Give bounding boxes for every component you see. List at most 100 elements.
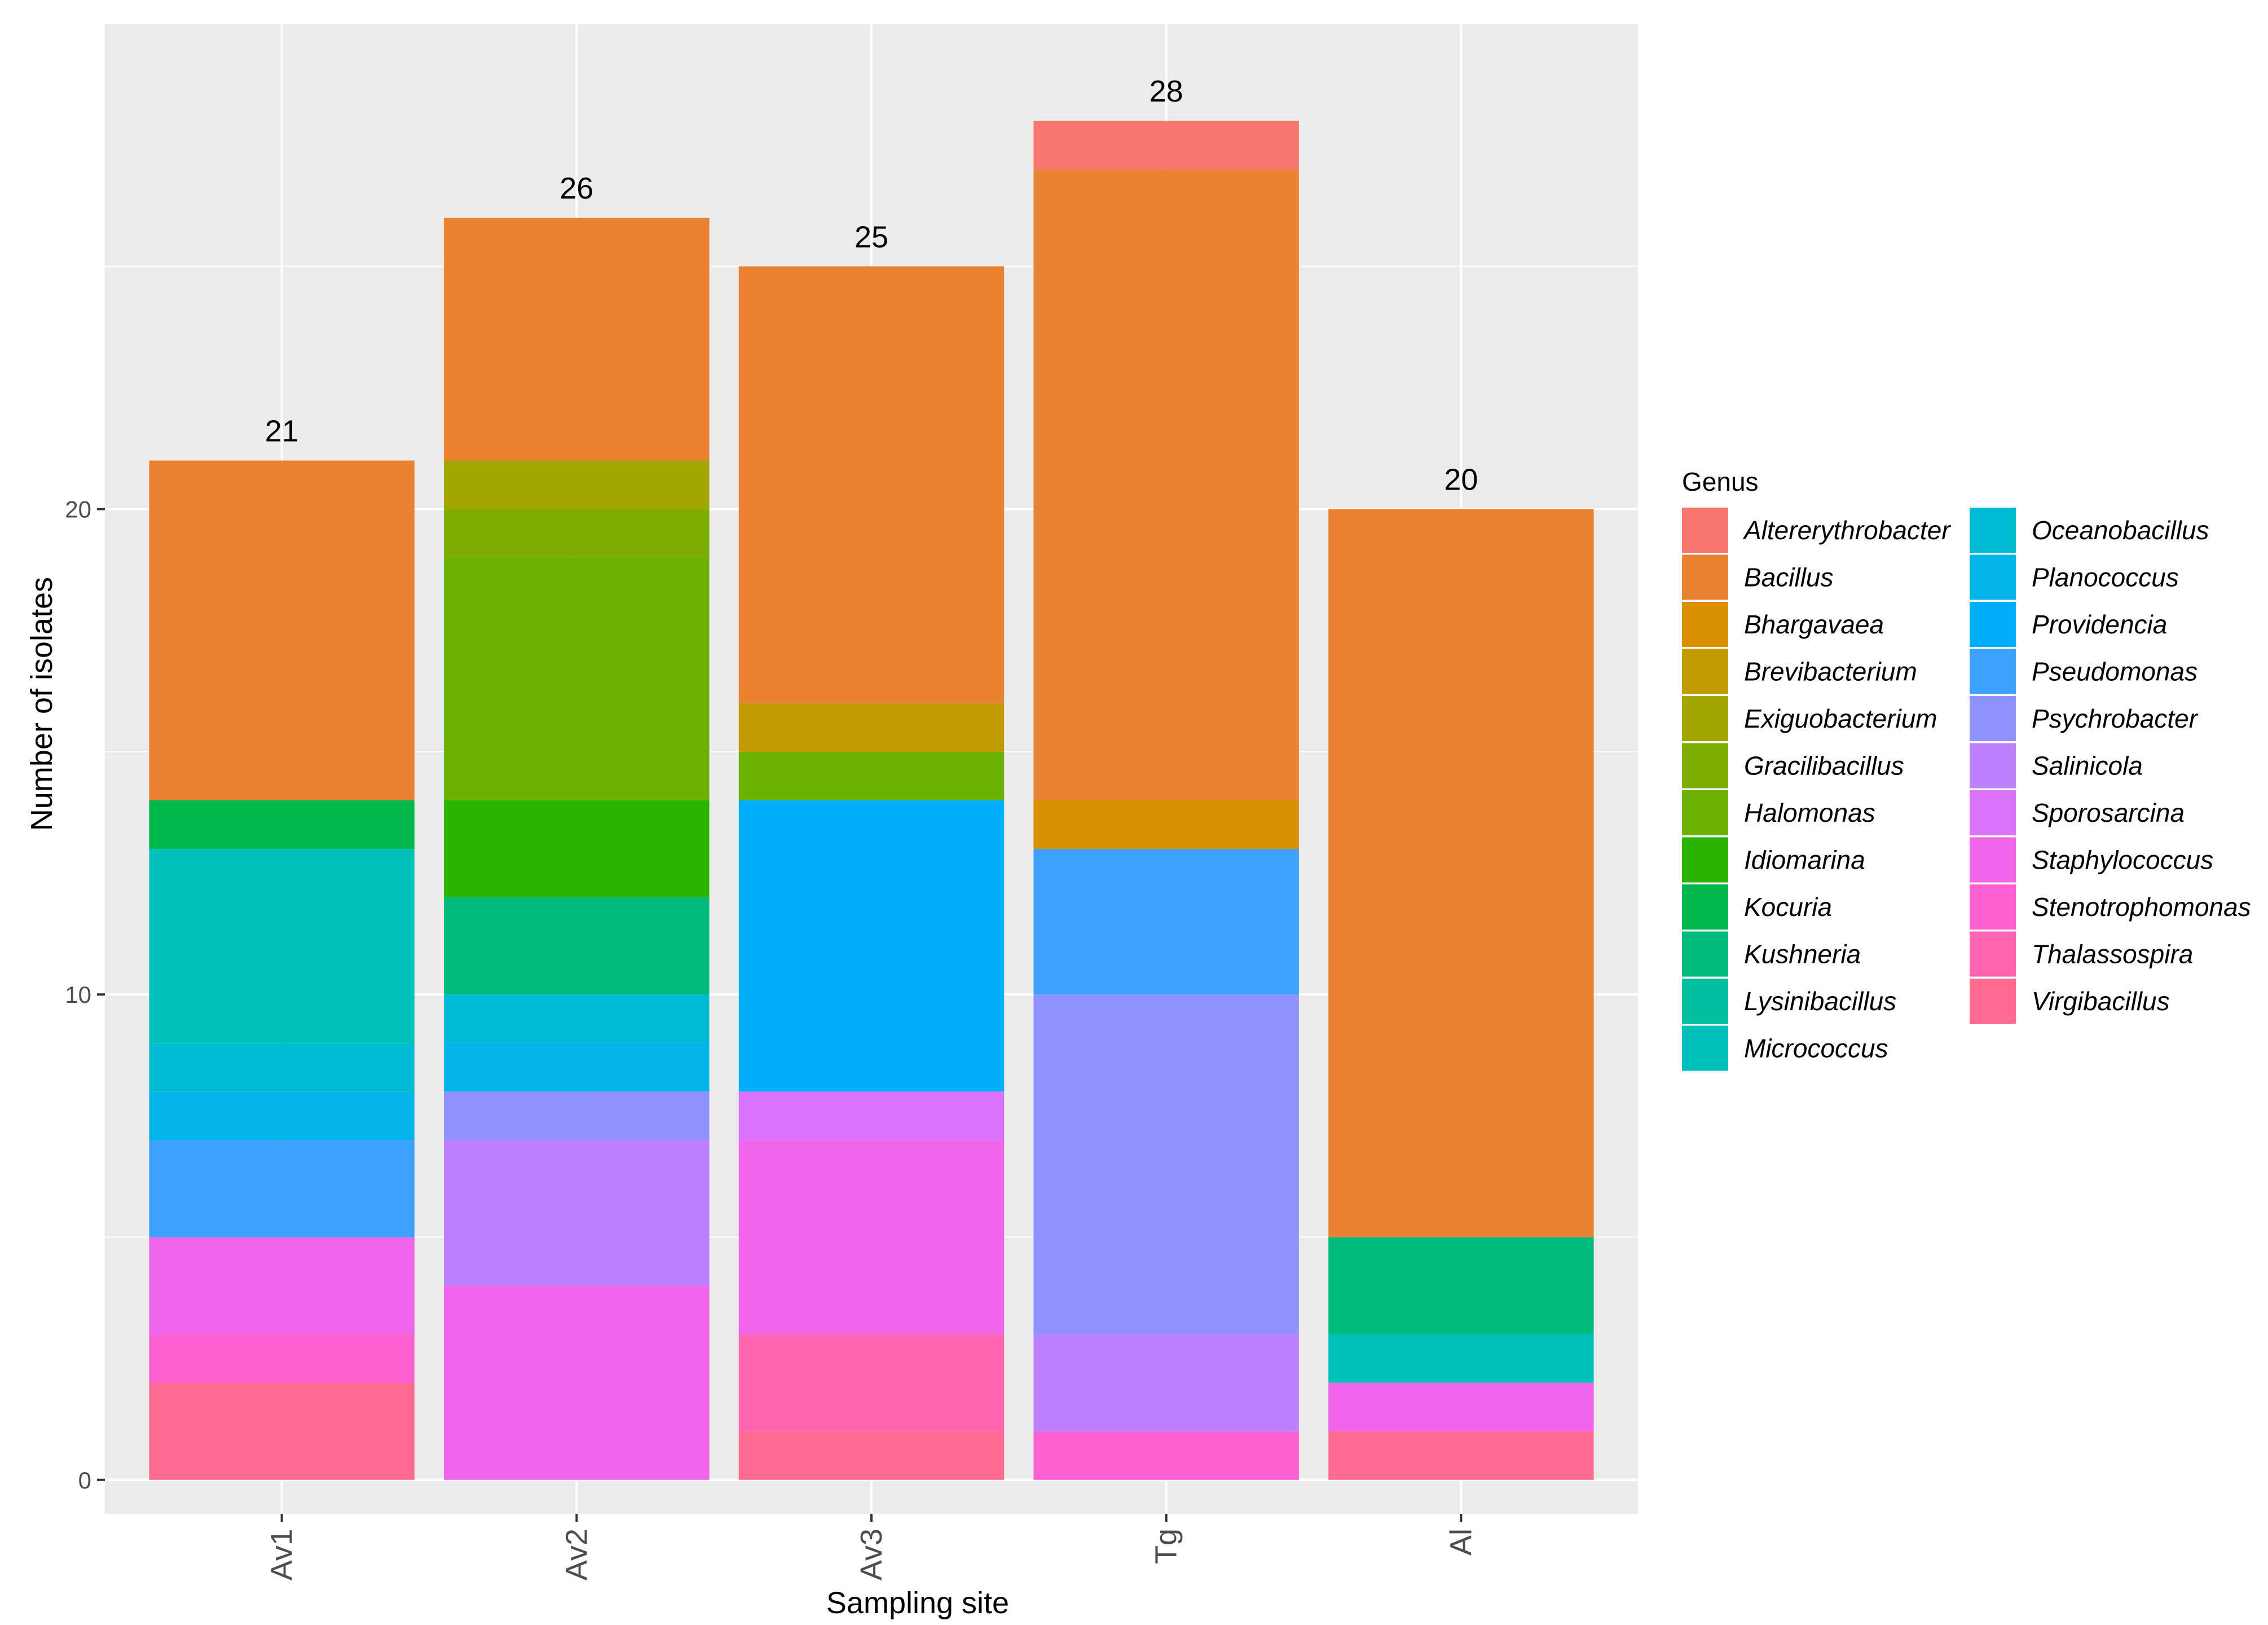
legend-key-altererythrobacter — [1682, 508, 1728, 553]
legend-key-thalassospira — [1970, 931, 2016, 977]
legend-label-salinicola: Salinicola — [2032, 751, 2143, 781]
legend-label-halomonas: Halomonas — [1744, 798, 1875, 827]
legend-label-idiomarina: Idiomarina — [1744, 845, 1865, 875]
legend-label-exiguobacterium: Exiguobacterium — [1744, 704, 1937, 733]
bar-segment-idiomarina — [444, 800, 710, 898]
bar-segment-bacillus — [444, 218, 710, 461]
legend-key-bhargavaea — [1682, 602, 1728, 647]
x-tick-label-av2: Av2 — [560, 1529, 593, 1580]
legend-key-idiomarina — [1682, 837, 1728, 883]
bar-segment-oceanobacillus — [149, 1043, 415, 1092]
total-label-av3: 25 — [855, 220, 888, 254]
bar-segment-bacillus — [1328, 509, 1594, 1238]
legend-label-psychrobacter: Psychrobacter — [2032, 704, 2199, 733]
bar-segment-psychrobacter — [444, 1091, 710, 1140]
legend-key-pseudomonas — [1970, 649, 2016, 694]
legend-label-lysinibacillus: Lysinibacillus — [1744, 987, 1896, 1016]
bar-segment-bacillus — [149, 460, 415, 800]
legend-key-sporosarcina — [1970, 790, 2016, 835]
legend-key-halomonas — [1682, 790, 1728, 835]
legend-key-bacillus — [1682, 554, 1728, 600]
legend-label-brevibacterium: Brevibacterium — [1744, 657, 1917, 686]
y-tick-label: 10 — [65, 981, 91, 1008]
total-label-av1: 21 — [265, 415, 299, 448]
bar-segment-psychrobacter — [1033, 994, 1299, 1335]
legend-label-thalassospira: Thalassospira — [2032, 940, 2193, 969]
bar-segment-bhargavaea — [1033, 800, 1299, 849]
bar-segment-bacillus — [738, 266, 1005, 703]
bar-stacks — [149, 121, 1594, 1480]
legend-key-planococcus — [1970, 554, 2016, 600]
legend-label-staphylococcus: Staphylococcus — [2032, 845, 2213, 875]
bar-segment-kushneria — [1328, 1237, 1594, 1335]
bar-stack-av1 — [149, 460, 415, 1480]
legend-key-staphylococcus — [1970, 837, 2016, 883]
legend-label-kocuria: Kocuria — [1744, 892, 1832, 922]
bar-stack-av2 — [444, 218, 710, 1480]
y-axis-title: Number of isolates — [25, 577, 59, 831]
bar-segment-salinicola — [444, 1140, 710, 1286]
y-tick-label: 0 — [78, 1467, 91, 1494]
legend-label-virgibacillus: Virgibacillus — [2032, 987, 2170, 1016]
x-axis-title: Sampling site — [826, 1586, 1009, 1620]
bar-segment-micrococcus — [149, 848, 415, 1043]
bar-segment-planococcus — [444, 1043, 710, 1092]
legend-key-providencia — [1970, 602, 2016, 647]
legend-label-oceanobacillus: Oceanobacillus — [2032, 516, 2209, 545]
x-tick-label-al: Al — [1444, 1529, 1478, 1556]
legend-title: Genus — [1682, 467, 1759, 496]
bar-segment-oceanobacillus — [444, 994, 710, 1043]
bar-segment-virgibacillus — [1328, 1431, 1594, 1480]
legend-key-psychrobacter — [1970, 696, 2016, 741]
legend-label-providencia: Providencia — [2032, 610, 2167, 639]
legend-key-gracilibacillus — [1682, 743, 1728, 789]
bar-segment-stenotrophomonas — [149, 1334, 415, 1383]
legend: Genus Altererythrobacter Bacillus Bhargava… — [1682, 467, 2251, 1071]
legend-label-planococcus: Planococcus — [2032, 563, 2179, 592]
legend-key-salinicola — [1970, 743, 2016, 789]
x-tick-label-av1: Av1 — [265, 1529, 299, 1580]
bar-segment-staphylococcus — [149, 1237, 415, 1335]
legend-key-oceanobacillus — [1970, 508, 2016, 553]
y-tick-label: 20 — [65, 496, 91, 523]
bar-total-labels: 21 26 25 28 20 — [265, 74, 1478, 496]
bar-stack-al — [1328, 509, 1594, 1480]
bar-segment-stenotrophomonas — [1033, 1431, 1299, 1480]
bar-segment-exiguobacterium — [444, 460, 710, 509]
bar-segment-planococcus — [149, 1091, 415, 1140]
legend-key-micrococcus — [1682, 1025, 1728, 1071]
legend-key-stenotrophomonas — [1970, 884, 2016, 930]
x-tick-label-tg: Tg — [1150, 1529, 1183, 1564]
legend-label-gracilibacillus: Gracilibacillus — [1744, 751, 1904, 781]
bar-segment-bacillus — [1033, 169, 1299, 800]
bar-segment-pseudomonas — [149, 1140, 415, 1238]
legend-key-exiguobacterium — [1682, 696, 1728, 741]
legend-key-kocuria — [1682, 884, 1728, 930]
legend-key-kushneria — [1682, 931, 1728, 977]
bar-segment-micrococcus — [1328, 1334, 1594, 1383]
bar-segment-halomonas — [444, 557, 710, 800]
legend-label-bhargavaea: Bhargavaea — [1744, 610, 1884, 639]
legend-label-pseudomonas: Pseudomonas — [2032, 657, 2197, 686]
bar-segment-virgibacillus — [149, 1382, 415, 1480]
bar-segment-halomonas — [738, 751, 1005, 800]
legend-label-bacillus: Bacillus — [1744, 563, 1834, 592]
total-label-tg: 28 — [1150, 74, 1183, 108]
legend-key-lysinibacillus — [1682, 979, 1728, 1024]
total-label-av2: 26 — [560, 171, 593, 205]
total-label-al: 20 — [1444, 463, 1478, 497]
bar-segment-staphylococcus — [738, 1140, 1005, 1335]
bar-segment-providencia — [738, 800, 1005, 1092]
bar-stack-av3 — [738, 266, 1005, 1480]
bar-segment-staphylococcus — [444, 1285, 710, 1480]
legend-key-brevibacterium — [1682, 649, 1728, 694]
bar-stack-tg — [1033, 121, 1299, 1480]
legend-label-micrococcus: Micrococcus — [1744, 1034, 1888, 1063]
bar-segment-staphylococcus — [1328, 1382, 1594, 1432]
legend-label-stenotrophomonas: Stenotrophomonas — [2032, 892, 2251, 922]
x-tick-label-av3: Av3 — [855, 1529, 888, 1580]
bar-segment-sporosarcina — [738, 1091, 1005, 1140]
bar-segment-gracilibacillus — [444, 509, 710, 558]
legend-label-sporosarcina: Sporosarcina — [2032, 798, 2185, 827]
